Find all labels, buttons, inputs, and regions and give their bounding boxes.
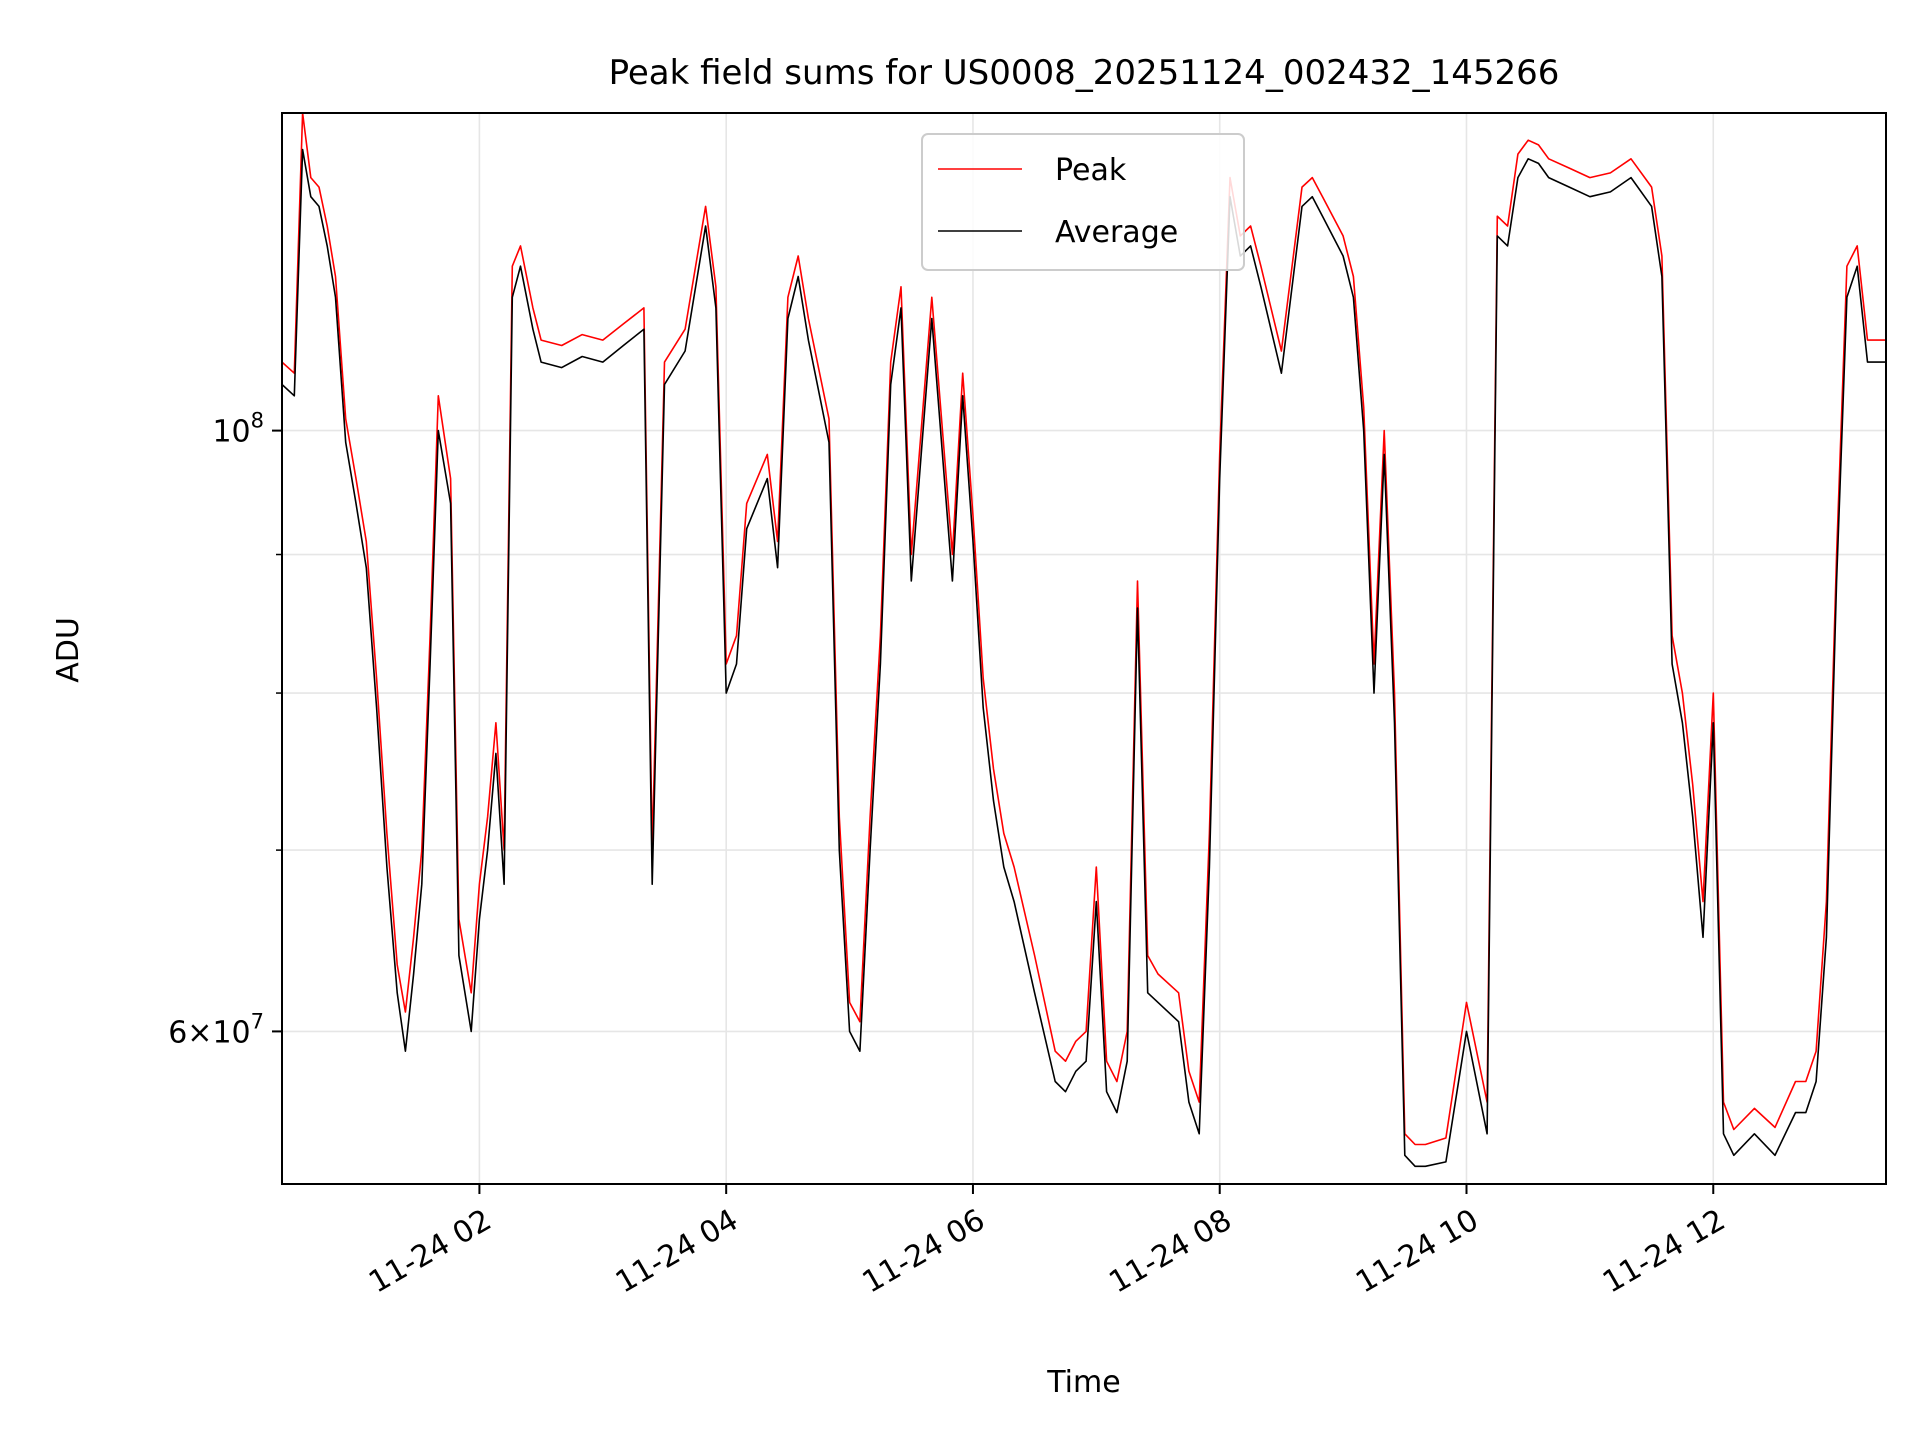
y-tick-base: 10 (212, 415, 250, 450)
y-tick-exponent: 8 (251, 409, 264, 433)
y-tick-base: 6×10 (168, 1015, 250, 1050)
peak-series-line (281, 112, 1886, 1146)
series-layer (281, 112, 1886, 1168)
x-tick-label: 11-24 12 (1597, 1203, 1731, 1301)
legend: Peak Average (921, 133, 1245, 271)
x-axis-label: Time (1046, 1365, 1120, 1400)
x-tick-label: 11-24 02 (363, 1203, 497, 1301)
y-tick-label: 108 (212, 409, 264, 450)
plot-frame (281, 112, 1887, 1185)
y-tick-label: 6×107 (168, 1009, 264, 1050)
y-axis-label: ADU (51, 617, 86, 683)
x-tick-label: 11-24 08 (1103, 1203, 1237, 1301)
legend-box (921, 133, 1245, 271)
chart-title: Peak field sums for US0008_20251124_0024… (609, 53, 1560, 93)
x-tick-label: 11-24 04 (610, 1203, 744, 1301)
x-tick-label: 11-24 06 (857, 1203, 991, 1301)
grid-lines (282, 113, 1886, 1184)
x-tick-label: 11-24 10 (1350, 1203, 1484, 1301)
y-tick-exponent: 7 (251, 1009, 264, 1033)
legend-average-label: Average (1055, 215, 1178, 250)
x-axis: 11-24 02 11-24 04 11-24 06 11-24 08 11-24 10… (363, 1184, 1731, 1300)
average-series-line (281, 148, 1886, 1168)
y-axis: 108 6×107 (168, 409, 282, 1050)
legend-peak-label: Peak (1055, 153, 1127, 188)
